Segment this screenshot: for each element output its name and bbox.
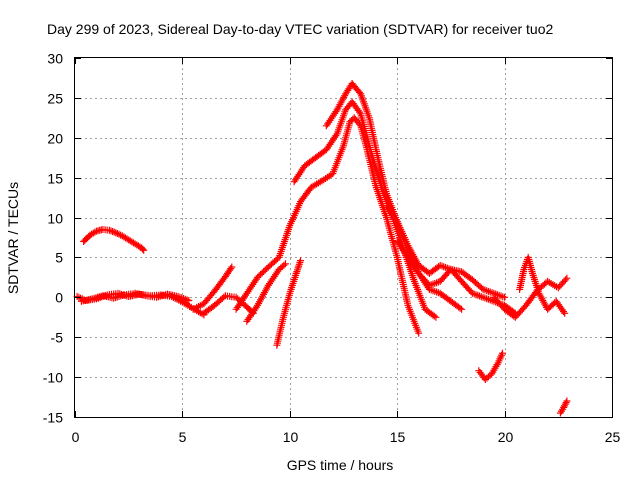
series-arc-6 (232, 114, 423, 337)
series-arc-13 (475, 349, 506, 383)
y-tick-label: -15 (43, 410, 63, 426)
series-arc-9 (290, 98, 440, 321)
data-marker-path (475, 349, 506, 383)
x-tick-labels: 0 5 10 15 20 25 (72, 429, 621, 445)
series-arc-14 (490, 274, 571, 321)
series-arc-3 (80, 226, 148, 254)
x-tick-label: 20 (498, 429, 514, 445)
series-arc-7 (243, 260, 289, 325)
data-marker-path (516, 253, 569, 317)
data-marker-path (232, 114, 423, 337)
x-tick-label: 15 (390, 429, 406, 445)
y-tick-label: -10 (43, 370, 63, 386)
y-tick-label: 0 (55, 290, 63, 306)
y-axis-title: SDTVAR / TECUs (5, 182, 21, 294)
series-arc-8 (273, 257, 304, 349)
axis-ticks (75, 58, 613, 418)
series-arc-12 (393, 238, 509, 301)
x-tick-label: 0 (72, 429, 80, 445)
data-marker-path (273, 257, 304, 349)
series-arc-4 (189, 263, 236, 313)
y-tick-label: 20 (47, 131, 63, 147)
plot-frame (74, 57, 613, 418)
data-marker-path (77, 289, 193, 305)
data-marker-path (189, 263, 236, 313)
chart-title: Day 299 of 2023, Sidereal Day-to-day VTE… (47, 21, 554, 37)
series-arc-2 (77, 289, 193, 305)
x-tick-label: 5 (179, 429, 187, 445)
y-tick-label: 25 (47, 91, 63, 107)
y-tick-labels: -15 -10 -5 0 5 10 15 20 25 30 (43, 51, 63, 426)
data-marker-path (243, 260, 289, 325)
data-marker-path (556, 397, 571, 417)
y-tick-label: 15 (47, 171, 63, 187)
data-marker-path (290, 98, 440, 321)
x-tick-label: 10 (283, 429, 299, 445)
series-arc-16 (556, 397, 571, 417)
x-tick-label: 25 (605, 429, 621, 445)
x-axis-title: GPS time / hours (287, 457, 394, 473)
series-arc-15 (516, 253, 569, 317)
y-tick-label: 10 (47, 211, 63, 227)
y-tick-label: -5 (51, 330, 64, 346)
y-tick-label: 30 (47, 51, 63, 67)
data-marker-path (393, 238, 509, 301)
data-marker-path (80, 226, 148, 254)
data-markers (73, 80, 571, 417)
data-marker-path (490, 274, 571, 321)
y-tick-label: 5 (55, 250, 63, 266)
